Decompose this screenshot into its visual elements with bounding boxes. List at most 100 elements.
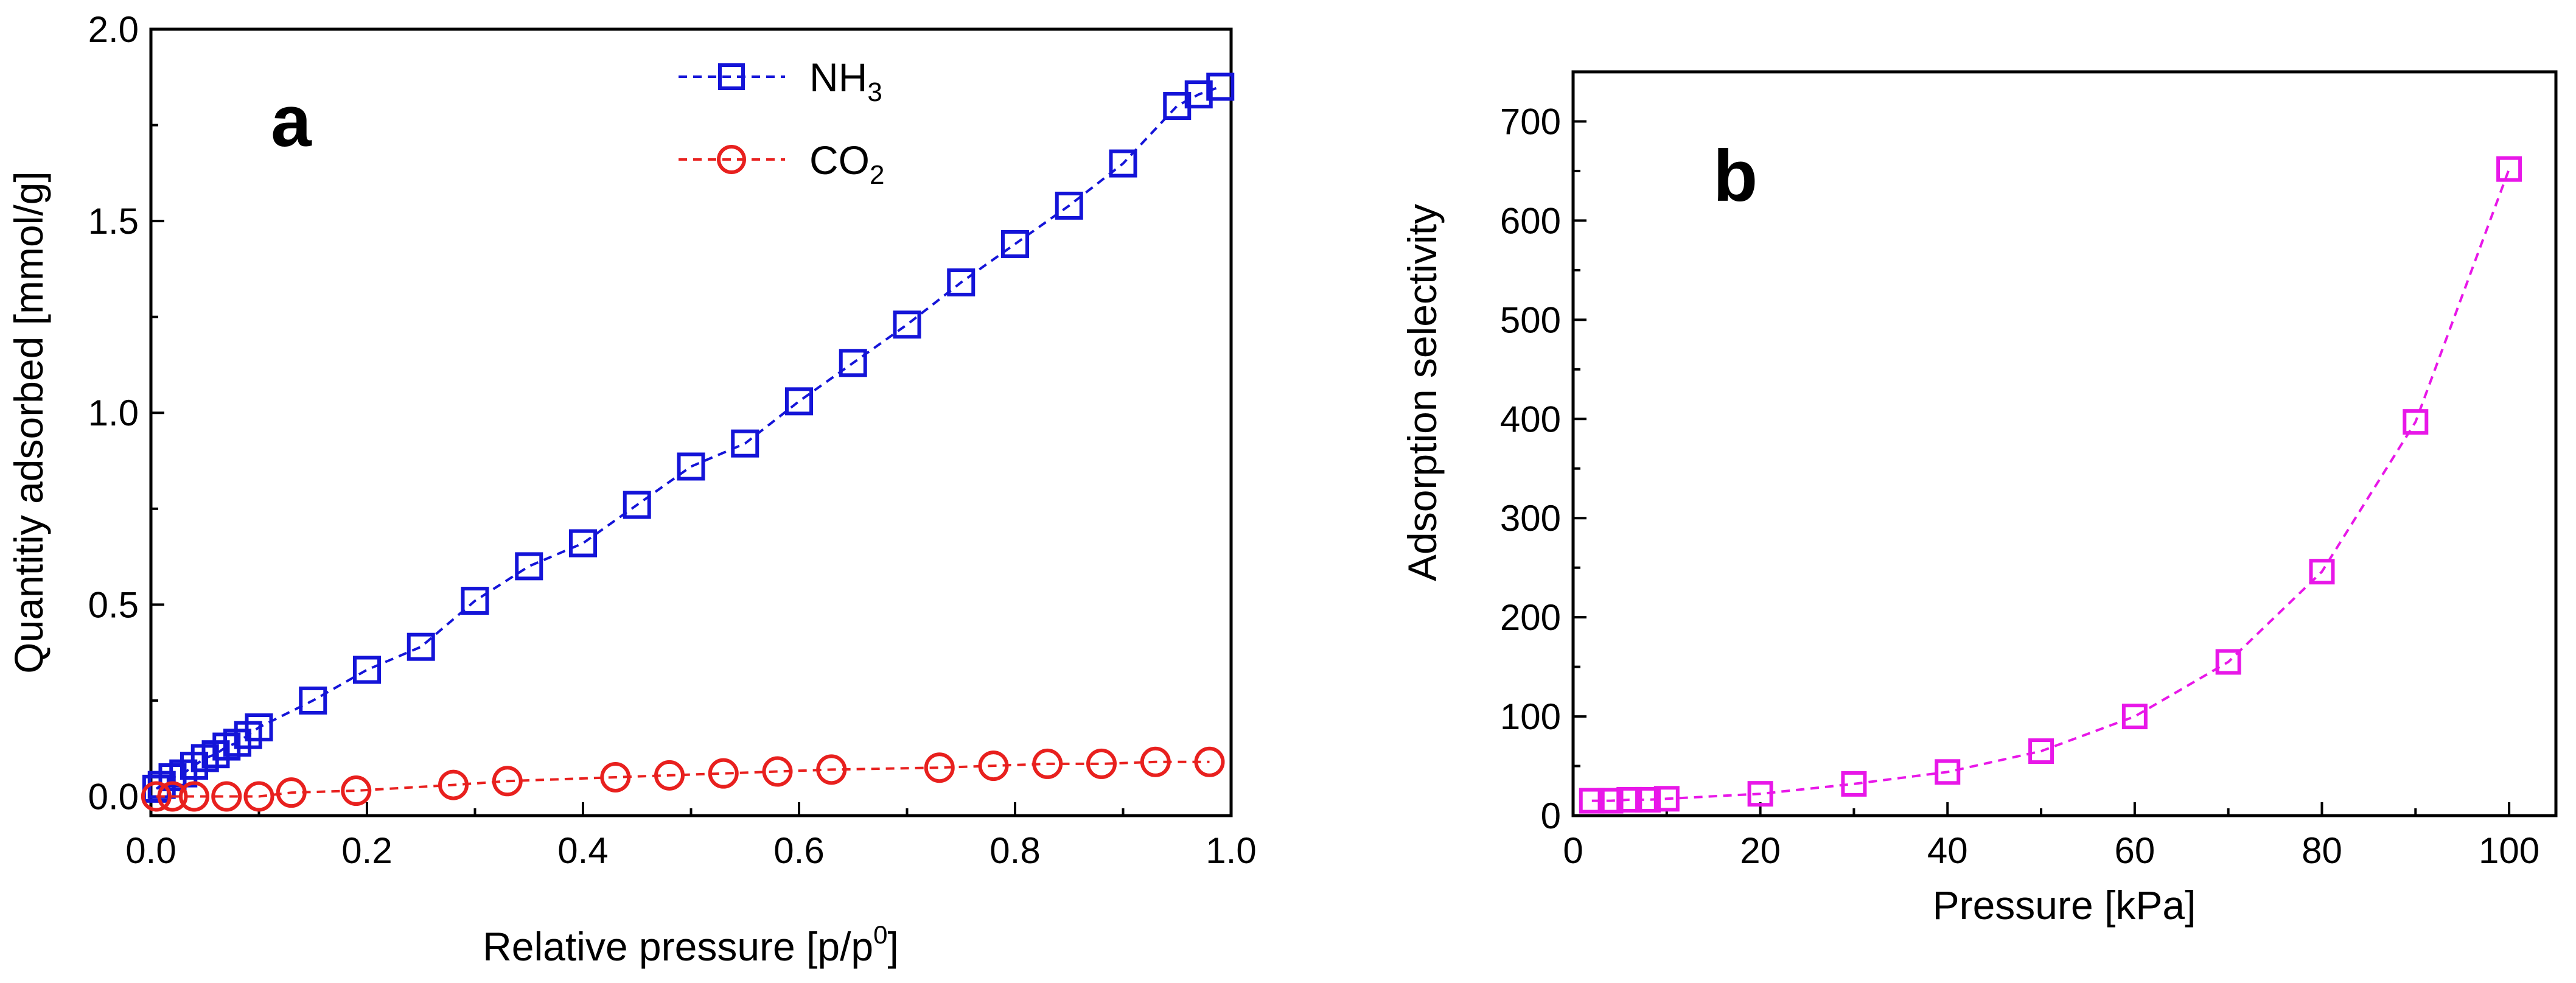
series-a — [141, 72, 1235, 812]
data-point — [492, 766, 523, 797]
data-point — [299, 686, 327, 715]
data-point — [2309, 559, 2335, 585]
data-point — [1184, 80, 1213, 109]
series-line — [1591, 169, 2510, 802]
data-point — [1653, 786, 1680, 812]
legend-item-co2: CO2 — [679, 138, 884, 190]
data-point — [978, 750, 1009, 782]
data-point — [677, 452, 705, 481]
x-tick-label: 80 — [2302, 830, 2342, 871]
data-point — [947, 268, 976, 296]
y-tick-label: 400 — [1500, 399, 1561, 439]
data-point — [1001, 229, 1029, 258]
y-ticks-a: 0.0 0.5 1.0 1.5 2.0 — [88, 9, 164, 817]
data-point — [461, 587, 489, 615]
data-point — [179, 781, 209, 812]
x-tick-label: 0.4 — [557, 830, 608, 871]
y-tick-label: 500 — [1500, 299, 1561, 340]
data-point — [839, 349, 867, 377]
data-point — [785, 387, 813, 416]
data-point — [731, 429, 759, 458]
x-tick-label: 20 — [1740, 830, 1781, 871]
data-point — [341, 775, 372, 806]
legend: NH3 CO2 — [679, 55, 884, 190]
data-point — [1597, 788, 1624, 814]
y-tick-label: 700 — [1500, 101, 1561, 142]
plot-frame-b — [1571, 70, 2558, 817]
y-tick-label: 300 — [1500, 498, 1561, 539]
data-point — [438, 769, 469, 800]
y-tick-label: 600 — [1500, 200, 1561, 241]
data-point — [600, 761, 631, 792]
data-point — [2496, 156, 2522, 182]
data-point — [762, 756, 793, 787]
y-tick-label: 200 — [1500, 597, 1561, 638]
x-tick-label: 0.8 — [990, 830, 1040, 871]
data-point — [141, 781, 172, 812]
data-point — [569, 529, 597, 558]
y-tick-label: 1.5 — [88, 201, 139, 242]
panel-b: 0 20 40 60 80 100 0 100 200 300 400 500 600 700 b Pr… — [1400, 70, 2558, 928]
y-tick-label: 2.0 — [88, 9, 139, 50]
legend-label-nh3: NH3 — [809, 55, 882, 107]
data-point — [2028, 738, 2054, 764]
y-ticks-b: 0 100 200 300 400 500 600 700 — [1500, 101, 1586, 836]
x-tick-label: 1.0 — [1206, 830, 1256, 871]
data-point — [1194, 746, 1225, 777]
data-point — [893, 310, 921, 339]
x-ticks-b: 0 20 40 60 80 100 — [1563, 802, 2539, 871]
y-tick-label: 1.0 — [88, 393, 139, 433]
data-point — [924, 752, 955, 783]
y-axis-title-a: Quantitiy adsorbed [mmol/g] — [6, 171, 51, 673]
data-point — [2121, 704, 2148, 730]
series-b — [1579, 156, 2522, 814]
data-point — [211, 781, 242, 812]
x-axis-title-b: Pressure [kPa] — [1933, 883, 2196, 928]
y-tick-label: 0.5 — [88, 584, 139, 625]
data-point — [816, 754, 847, 785]
data-point — [1635, 786, 1661, 813]
data-point — [157, 781, 188, 812]
y-tick-label: 0 — [1541, 796, 1561, 836]
data-point — [1747, 781, 1773, 807]
data-point — [407, 632, 435, 661]
data-point — [353, 656, 381, 684]
data-point — [276, 777, 307, 808]
data-point — [1086, 748, 1117, 779]
data-point — [1055, 191, 1083, 220]
data-point — [2215, 649, 2241, 675]
x-ticks-a: 0.0 0.2 0.4 0.6 0.8 1.0 — [125, 802, 1257, 871]
data-point — [515, 552, 543, 581]
data-point — [1616, 786, 1642, 813]
legend-label-co2: CO2 — [809, 138, 884, 190]
x-tick-label: 0.0 — [125, 830, 176, 871]
data-point — [623, 491, 651, 519]
y-tick-label: 0.0 — [88, 776, 139, 817]
data-point — [1935, 759, 1961, 785]
data-point — [1841, 771, 1867, 797]
panel-label-a: a — [271, 80, 312, 162]
x-tick-label: 40 — [1927, 830, 1968, 871]
x-axis-title-a: Relative pressure [p/p0] — [483, 920, 899, 969]
data-point — [654, 760, 685, 791]
legend-marker-circle — [717, 145, 746, 174]
data-point — [1140, 746, 1171, 777]
y-tick-label: 100 — [1500, 696, 1561, 737]
series-line — [156, 760, 1210, 798]
x-tick-label: 0.6 — [773, 830, 824, 871]
x-tick-label: 60 — [2114, 830, 2155, 871]
data-point — [243, 781, 274, 812]
data-point — [2403, 409, 2429, 435]
panel-a: 0.0 0.2 0.4 0.6 0.8 1.0 0.0 0.5 1.0 1.5 2.0 a Rel… — [6, 9, 1257, 969]
data-point — [1579, 788, 1605, 814]
data-point — [1032, 748, 1063, 779]
data-point — [1206, 72, 1235, 101]
data-point — [1109, 149, 1137, 178]
panel-label-b: b — [1713, 135, 1757, 217]
x-tick-label: 0.2 — [341, 830, 392, 871]
data-point — [245, 713, 273, 742]
legend-item-nh3: NH3 — [679, 55, 882, 107]
legend-marker-square — [718, 63, 745, 90]
x-tick-label: 0 — [1563, 830, 1583, 871]
y-axis-title-b: Adsorption selectivity — [1400, 204, 1445, 581]
